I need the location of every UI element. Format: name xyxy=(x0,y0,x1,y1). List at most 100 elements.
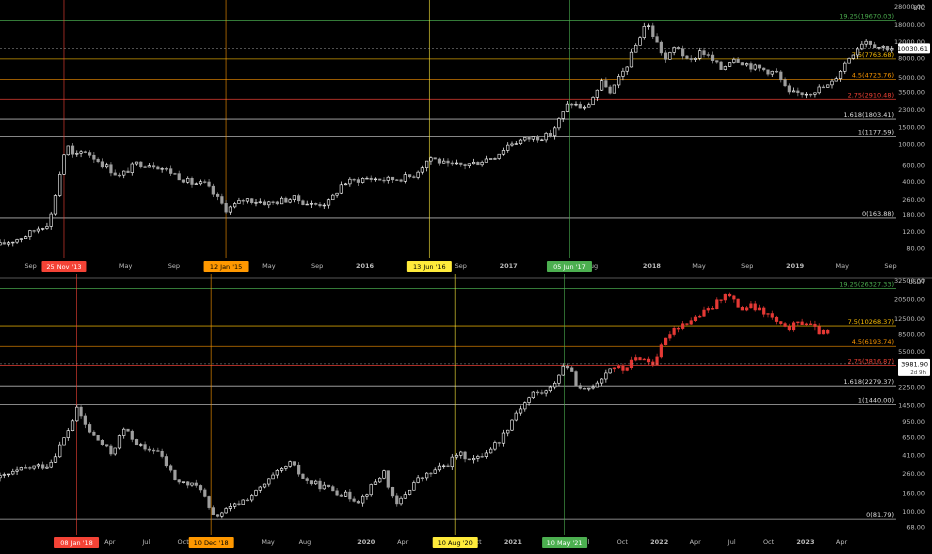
date-marker-badge[interactable] xyxy=(546,261,592,272)
candle-body xyxy=(32,465,36,469)
time-axis-tick-label: May xyxy=(119,262,133,270)
date-marker-label: 13 Jun '16 xyxy=(413,263,446,271)
candle-body xyxy=(216,193,220,197)
candle-body xyxy=(147,165,151,168)
candle-body xyxy=(309,480,314,485)
candle-body xyxy=(608,368,612,374)
candle-body xyxy=(766,313,770,315)
current-price-badge[interactable] xyxy=(898,358,930,376)
candle-body xyxy=(655,356,659,366)
candle-body xyxy=(75,406,79,422)
candle-body xyxy=(821,329,826,335)
candle-body xyxy=(433,157,437,160)
date-marker-badge[interactable] xyxy=(188,537,234,548)
candle-body xyxy=(169,465,173,471)
date-marker-badge[interactable] xyxy=(41,261,87,272)
candle-body xyxy=(143,444,147,450)
time-axis-tick-label: Apr xyxy=(397,538,409,546)
candle-body xyxy=(540,139,544,142)
candle-body xyxy=(36,228,40,232)
time-axis-tick-label: 2020 xyxy=(357,538,376,546)
candle-body xyxy=(160,450,164,457)
candle-body xyxy=(275,201,279,205)
price-axis-tick-label: 400.00 xyxy=(902,178,925,186)
candle-body xyxy=(659,344,663,358)
date-marker-badge[interactable] xyxy=(432,537,478,548)
candle-body xyxy=(177,479,181,483)
candle-body xyxy=(548,386,552,392)
candle-body xyxy=(390,486,395,497)
price-axis-tick-label: 650.00 xyxy=(902,433,925,441)
candle-body xyxy=(796,90,800,93)
bar-countdown-label: 2d 9h xyxy=(910,370,926,376)
date-marker-badge[interactable] xyxy=(54,537,100,548)
candle-body xyxy=(676,327,680,330)
price-axis-tick-label: 2250.00 xyxy=(898,384,925,392)
candle-body xyxy=(322,484,326,490)
candle-body xyxy=(314,480,318,485)
candle-body xyxy=(335,490,339,496)
candle-body xyxy=(207,496,211,508)
current-price-badge[interactable] xyxy=(898,43,930,54)
candle-body xyxy=(83,151,87,153)
candle-body xyxy=(710,54,715,61)
time-axis-tick-label: Aug xyxy=(299,538,312,546)
candle-body xyxy=(890,48,894,51)
candle-body xyxy=(459,451,463,456)
candle-body xyxy=(403,174,407,182)
date-marker-badge[interactable] xyxy=(203,261,249,272)
candle-body xyxy=(813,323,817,327)
candle-body xyxy=(386,176,390,181)
candle-body xyxy=(88,152,92,156)
top-price-pane[interactable]: 28000.00 18000.00 12000.00 8000.00 5000.00 35… xyxy=(0,0,930,272)
candle-body xyxy=(28,467,32,469)
candle-body xyxy=(297,195,301,202)
candle-body xyxy=(629,51,634,68)
candle-body xyxy=(873,44,877,49)
candle-body xyxy=(599,378,604,384)
candle-body xyxy=(651,361,655,366)
candle-body xyxy=(190,178,194,185)
date-marker-badge[interactable] xyxy=(406,261,452,272)
candle-body xyxy=(70,145,75,155)
fib-level-label: 1.618(1803.41) xyxy=(843,111,894,119)
candle-body xyxy=(612,367,616,370)
bottom-price-pane[interactable]: 32500.0020500.0012500.008500.005500.0035… xyxy=(0,274,930,548)
candle-body xyxy=(233,503,237,507)
candle-body xyxy=(565,365,570,369)
candle-body xyxy=(745,307,749,311)
candle-body xyxy=(646,358,651,363)
price-unit-label: USDT xyxy=(909,279,926,286)
candle-body xyxy=(621,70,625,77)
candle-body xyxy=(535,391,540,394)
candle-body xyxy=(544,390,548,394)
candle-body xyxy=(164,168,169,170)
time-axis-tick-label: May xyxy=(836,262,850,270)
current-price-label: 10030.61 xyxy=(897,45,928,53)
candle-body xyxy=(745,63,749,66)
candle-body xyxy=(659,41,663,54)
candle-body xyxy=(732,295,736,300)
candle-body xyxy=(668,52,672,60)
price-axis-tick-label: 5500.00 xyxy=(898,348,925,356)
candle-body xyxy=(681,48,685,57)
fib-level-label: 4.5(6193.74) xyxy=(852,338,894,346)
candle-body xyxy=(638,357,642,361)
candle-body xyxy=(19,467,23,471)
candle-body xyxy=(41,464,45,469)
candle-body xyxy=(826,329,830,334)
candle-body xyxy=(305,478,309,481)
candle-body xyxy=(275,470,279,476)
candle-body xyxy=(702,309,706,317)
time-axis-tick-label: May xyxy=(261,538,275,546)
date-marker-badge[interactable] xyxy=(542,537,588,548)
candle-body xyxy=(425,160,429,168)
candle-body xyxy=(617,365,621,369)
candle-body xyxy=(288,199,292,203)
candle-body xyxy=(348,491,352,500)
price-axis-tick-label: 1500.00 xyxy=(898,124,925,132)
candle-body xyxy=(198,485,203,491)
price-axis-tick-label: 1450.00 xyxy=(898,401,925,409)
candle-body xyxy=(804,323,808,326)
